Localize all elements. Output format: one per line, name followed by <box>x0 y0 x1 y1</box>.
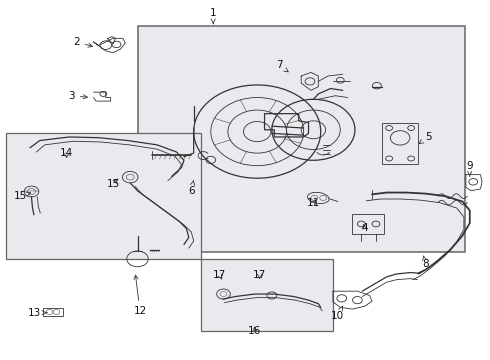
Text: 13: 13 <box>28 308 47 318</box>
Text: 2: 2 <box>73 37 93 47</box>
Text: 17: 17 <box>253 270 266 280</box>
Text: 10: 10 <box>331 306 344 321</box>
Text: 15: 15 <box>14 191 30 201</box>
Bar <box>352 214 384 234</box>
Text: 12: 12 <box>133 275 147 316</box>
Text: 11: 11 <box>307 198 320 208</box>
Text: 16: 16 <box>248 325 261 336</box>
Text: 17: 17 <box>213 270 226 280</box>
Bar <box>138 26 465 252</box>
Text: 15: 15 <box>106 179 120 189</box>
Text: 3: 3 <box>68 91 87 101</box>
Text: 4: 4 <box>362 224 368 233</box>
Bar <box>5 134 201 259</box>
Bar <box>43 308 63 316</box>
Text: 9: 9 <box>466 161 473 176</box>
Text: 14: 14 <box>60 148 74 158</box>
Text: 1: 1 <box>210 8 217 24</box>
Bar <box>382 123 418 164</box>
Text: 6: 6 <box>188 180 195 196</box>
Bar <box>201 259 333 330</box>
Text: 5: 5 <box>419 132 432 144</box>
Text: 7: 7 <box>276 60 288 72</box>
Text: 8: 8 <box>422 256 429 269</box>
